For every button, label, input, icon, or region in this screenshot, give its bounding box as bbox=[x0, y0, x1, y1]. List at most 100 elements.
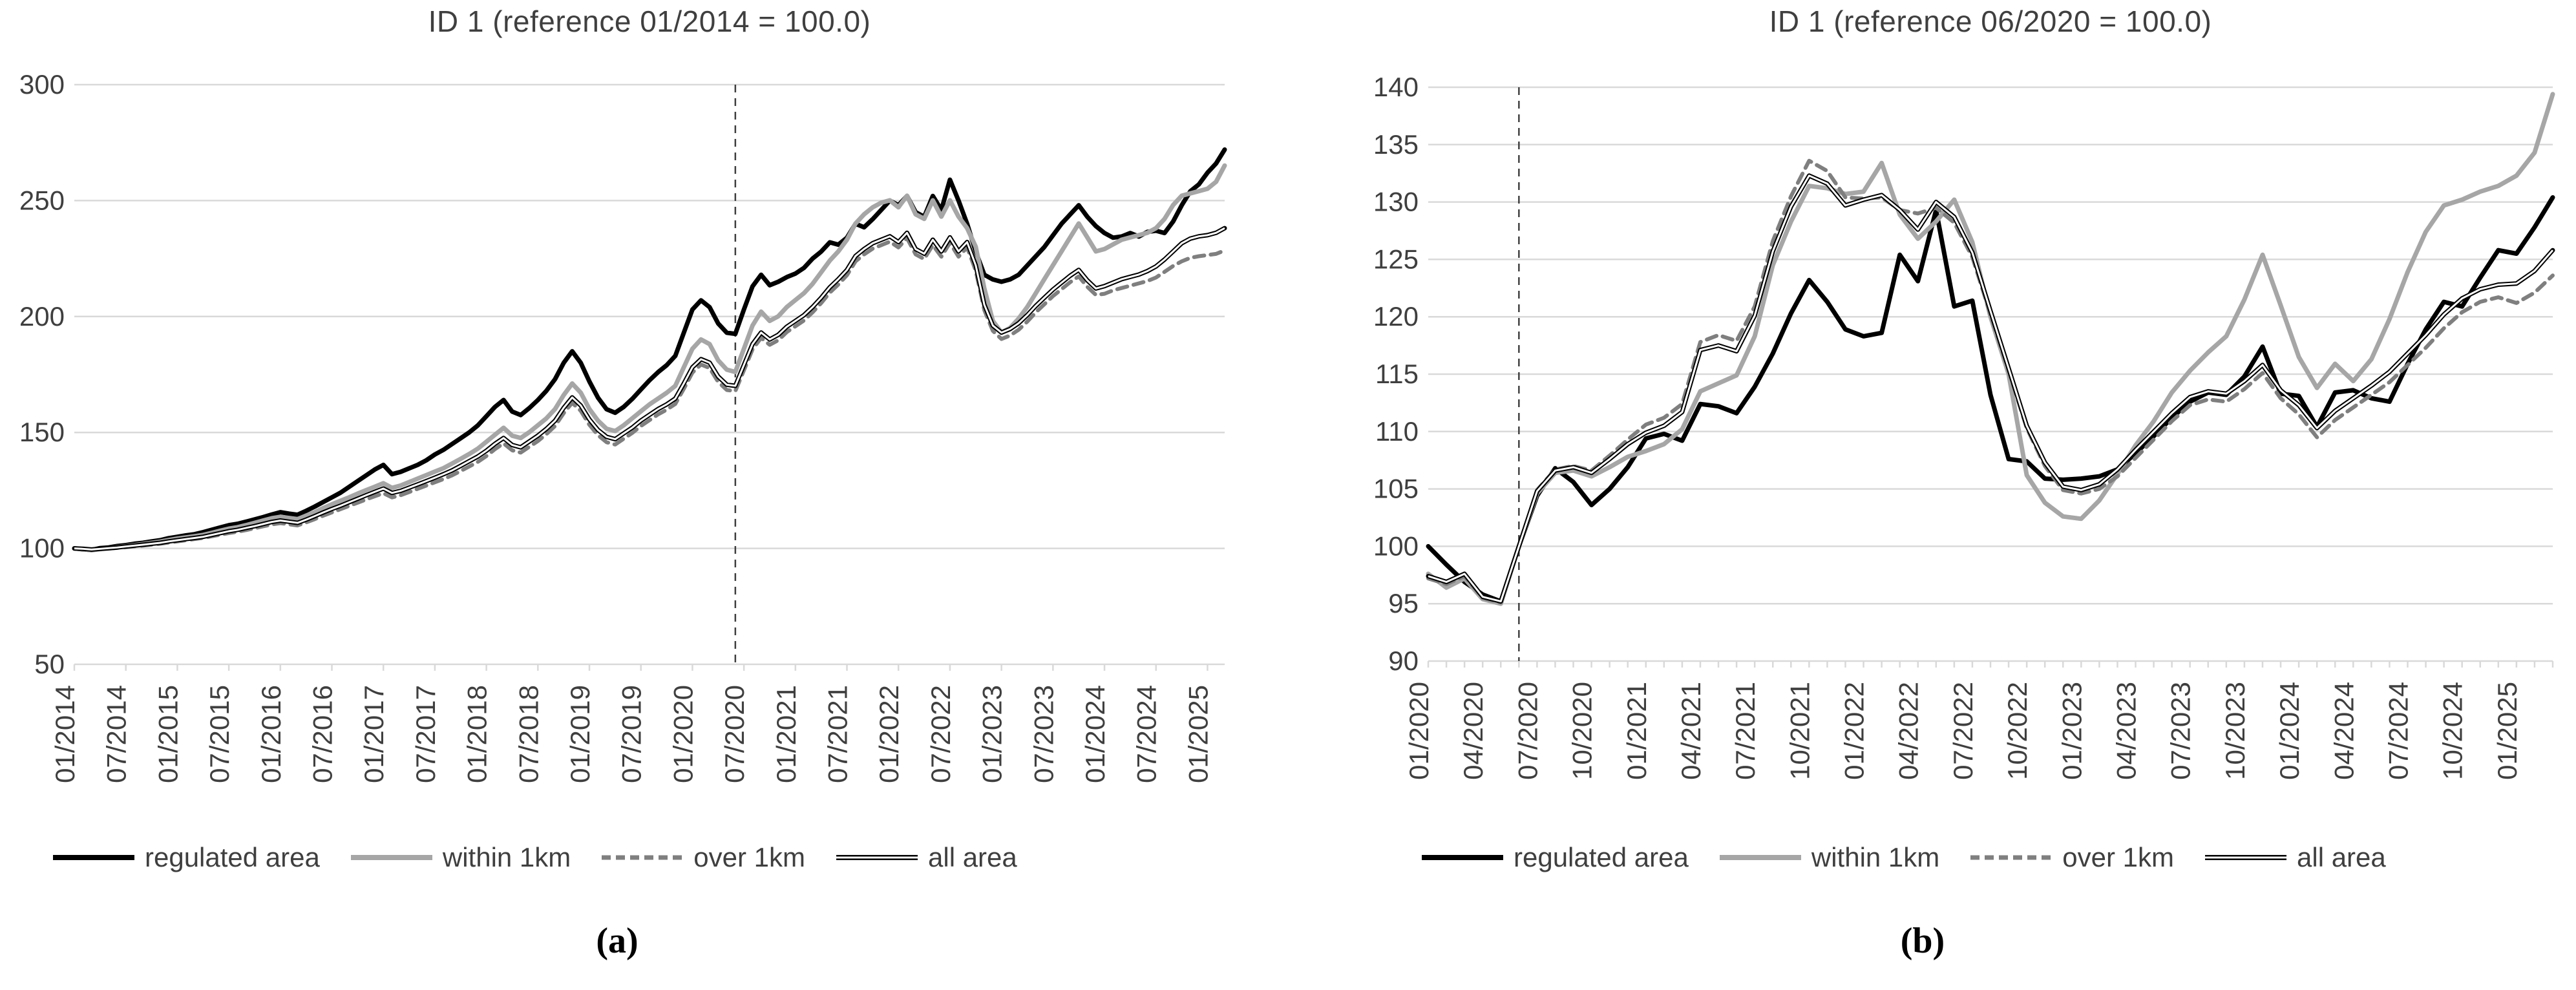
x-axis-tick-label: 10/2024 bbox=[2438, 682, 2468, 780]
x-axis-tick-label: 01/2015 bbox=[153, 685, 183, 783]
x-axis-tick-label: 01/2022 bbox=[874, 685, 904, 783]
series-line-regulated-area bbox=[1426, 195, 2555, 604]
chart-panel-b: ID 1 (reference 06/2020 = 100.0) 90 95 100… bbox=[1344, 0, 2576, 990]
line-chart-a: 50 100 150 200 250 300 01/2014 07/2014 01/2015 07… bbox=[19, 69, 1227, 783]
legend-item-within-1km: within 1km bbox=[350, 842, 571, 873]
x-axis-tick-label: 07/2021 bbox=[1730, 682, 1760, 780]
x-axis-tick-label: 01/2016 bbox=[256, 685, 286, 783]
x-axis-tick-label: 07/2014 bbox=[101, 685, 132, 783]
x-axis-tick-label: 07/2024 bbox=[1132, 685, 1162, 783]
series-line-inner-all-area bbox=[74, 227, 1225, 551]
x-axis-tick-label: 07/2024 bbox=[2383, 682, 2413, 780]
x-axis-tick-label: 10/2022 bbox=[2002, 682, 2032, 780]
legend-item-regulated-area: regulated area bbox=[52, 842, 320, 873]
x-axis-tick-label: 07/2022 bbox=[1948, 682, 1978, 780]
x-axis-tick-label: 07/2023 bbox=[2166, 682, 2196, 780]
y-axis-tick-label: 125 bbox=[1373, 244, 1419, 274]
legend-label-within-1km: within 1km bbox=[1811, 842, 1940, 872]
panel-caption-b: (b) bbox=[1900, 921, 1945, 961]
legend-item-regulated-area: regulated area bbox=[1420, 842, 1689, 873]
x-axis-tick-label: 07/2018 bbox=[513, 685, 544, 783]
legend-b: regulated area within 1km over 1km all area bbox=[1420, 842, 2416, 873]
x-axis-tick-label: 10/2023 bbox=[2220, 682, 2250, 780]
y-axis-tick-label: 100 bbox=[19, 533, 65, 563]
x-axis-tick-label: 07/2020 bbox=[719, 685, 750, 783]
x-axis-tick-label: 07/2020 bbox=[1512, 682, 1543, 780]
y-axis-tick-label: 100 bbox=[1373, 531, 1419, 561]
legend-item-over-1km: over 1km bbox=[600, 842, 805, 873]
x-axis-tick-label: 01/2021 bbox=[771, 685, 801, 783]
series-line-inner-all-area bbox=[1428, 174, 2554, 603]
x-axis-tick-label: 01/2024 bbox=[1080, 685, 1110, 783]
y-axis-tick-label: 110 bbox=[1375, 416, 1419, 447]
legend-label-regulated-area: regulated area bbox=[1514, 842, 1689, 872]
panel-caption-a: (a) bbox=[596, 921, 639, 961]
legend-line-within-1km bbox=[1719, 855, 1801, 860]
legend-item-all-area: all area bbox=[835, 842, 1017, 873]
y-axis-tick-label: 150 bbox=[19, 417, 65, 447]
x-axis-tick-label: 01/2017 bbox=[359, 685, 389, 783]
x-axis-tick-label: 07/2017 bbox=[410, 685, 441, 783]
x-axis-tick-label: 07/2015 bbox=[204, 685, 235, 783]
legend-line-regulated-area bbox=[53, 855, 134, 860]
x-axis-tick-label: 01/2023 bbox=[977, 685, 1008, 783]
x-axis-tick-label: 01/2023 bbox=[2056, 682, 2087, 780]
legend-a: regulated area within 1km over 1km all area bbox=[52, 842, 1047, 873]
x-axis-tick-label: 01/2025 bbox=[1183, 685, 1213, 783]
series-line-regulated-area bbox=[72, 147, 1227, 553]
x-axis-tick-label: 10/2021 bbox=[1784, 682, 1815, 780]
y-axis-tick-label: 130 bbox=[1373, 187, 1419, 217]
y-axis-tick-label: 250 bbox=[19, 185, 65, 215]
legend-label-over-1km: over 1km bbox=[2062, 842, 2174, 872]
legend-item-over-1km: over 1km bbox=[1969, 842, 2174, 873]
legend-item-all-area: all area bbox=[2204, 842, 2386, 873]
x-axis-tick-label: 04/2023 bbox=[2111, 682, 2142, 780]
y-axis-tick-label: 300 bbox=[19, 69, 65, 100]
y-axis-tick-label: 140 bbox=[1373, 72, 1419, 102]
legend-line-regulated-area bbox=[1422, 855, 1503, 860]
x-axis-tick-label: 04/2020 bbox=[1458, 682, 1488, 780]
x-axis-tick-label: 01/2020 bbox=[1404, 682, 1434, 780]
x-axis-tick-label: 01/2021 bbox=[1621, 682, 1652, 780]
series-line-over-1km bbox=[72, 236, 1227, 553]
y-axis-tick-label: 120 bbox=[1373, 301, 1419, 332]
legend-line-within-1km bbox=[350, 855, 432, 860]
x-axis-tick-label: 01/2014 bbox=[50, 685, 80, 783]
legend-label-within-1km: within 1km bbox=[442, 842, 571, 872]
legend-line-all-area bbox=[2205, 855, 2286, 860]
legend-line-all-area bbox=[836, 855, 918, 860]
x-axis-tick-label: 07/2021 bbox=[823, 685, 853, 783]
x-axis-tick-label: 01/2022 bbox=[1839, 682, 1870, 780]
x-axis-tick-label: 07/2016 bbox=[308, 685, 338, 783]
line-chart-b: 90 95 100 105 110 115 120 125 130 135 140 01/2020 04… bbox=[1373, 72, 2555, 780]
x-axis-tick-label: 04/2022 bbox=[1894, 682, 1924, 780]
y-axis-tick-label: 50 bbox=[34, 649, 65, 679]
y-axis-tick-label: 200 bbox=[19, 301, 65, 332]
y-axis-tick-label: 105 bbox=[1373, 474, 1419, 504]
series-line-within-1km bbox=[1426, 92, 2555, 606]
x-axis-tick-label: 04/2021 bbox=[1676, 682, 1706, 780]
x-axis-tick-label: 07/2023 bbox=[1028, 685, 1059, 783]
series-line-within-1km bbox=[72, 163, 1227, 553]
chart-panel-a: ID 1 (reference 01/2014 = 100.0) 50 100 15… bbox=[0, 0, 1286, 990]
x-axis-tick-label: 01/2019 bbox=[565, 685, 595, 783]
legend-label-over-1km: over 1km bbox=[693, 842, 805, 872]
y-axis-tick-label: 95 bbox=[1388, 588, 1419, 618]
series-line-over-1km bbox=[1426, 158, 2555, 605]
x-axis-tick-label: 01/2020 bbox=[668, 685, 698, 783]
legend-item-within-1km: within 1km bbox=[1718, 842, 1939, 873]
legend-line-over-1km bbox=[1970, 855, 2053, 860]
legend-line-over-1km bbox=[602, 855, 684, 860]
x-axis-tick-label: 10/2020 bbox=[1567, 682, 1598, 780]
y-axis-tick-label: 90 bbox=[1388, 646, 1419, 676]
y-axis-tick-label: 135 bbox=[1373, 129, 1419, 160]
x-axis-tick-label: 01/2024 bbox=[2274, 682, 2305, 780]
series-line-all-area bbox=[72, 226, 1227, 552]
chart-title-a: ID 1 (reference 01/2014 = 100.0) bbox=[428, 5, 871, 38]
x-axis-tick-label: 07/2022 bbox=[925, 685, 956, 783]
x-axis-tick-label: 01/2018 bbox=[462, 685, 492, 783]
x-axis-tick-label: 04/2024 bbox=[2328, 682, 2359, 780]
legend-label-all-area: all area bbox=[2297, 842, 2386, 872]
x-axis-tick-label: 01/2025 bbox=[2492, 682, 2522, 780]
chart-title-b: ID 1 (reference 06/2020 = 100.0) bbox=[1769, 5, 2212, 38]
